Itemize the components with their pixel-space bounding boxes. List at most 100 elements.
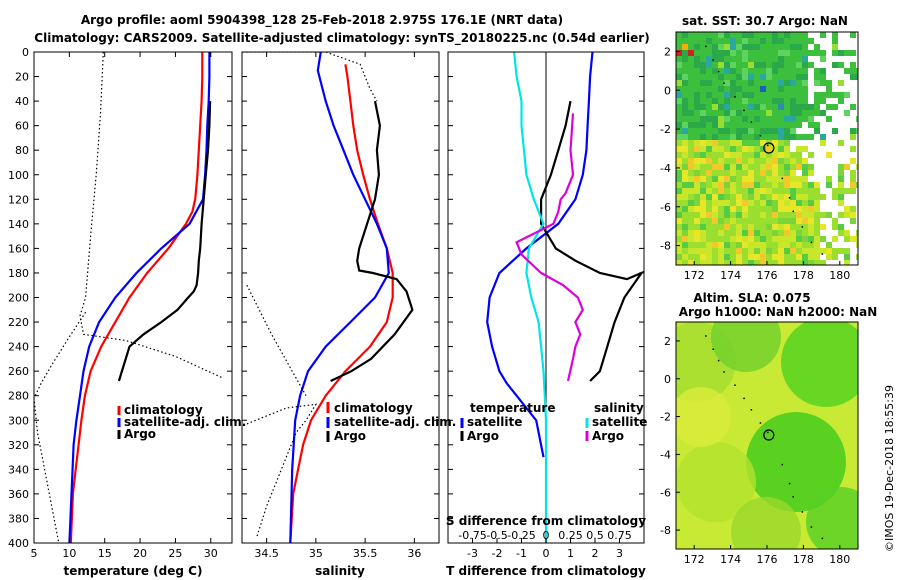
sst-cell [736,248,742,254]
sst-cell [754,200,760,206]
sst-cell [760,104,766,110]
sst-cell [838,98,844,104]
sst-cell [808,134,814,140]
sst-cell [718,200,724,206]
sst-cell [688,158,694,164]
sst-cell [688,104,694,110]
sst-cell [700,92,706,98]
sst-cell [712,110,718,116]
sst-cell [730,242,736,248]
sst-cell [778,224,784,230]
sst-cell [694,164,700,170]
sst-cell [760,260,766,265]
sst-cell [778,182,784,188]
sst-cell [760,140,766,146]
sst-cell [688,56,694,62]
sst-cell [694,104,700,110]
sla-map-cells [676,322,858,549]
sst-cell [730,56,736,62]
y-tick-label: 80 [15,144,29,157]
sst-cell [682,80,688,86]
sst-cell [802,218,808,224]
sst-cell [814,188,820,194]
sst-cell [844,236,850,242]
sst-cell [778,206,784,212]
sst-cell [754,182,760,188]
sst-cell [808,212,814,218]
sla-blob [746,412,846,512]
sst-cell [754,206,760,212]
sst-cell [784,218,790,224]
series-line-temperature-1 [68,52,211,543]
sst-cell [706,206,712,212]
sst-cell [760,200,766,206]
sst-cell [802,74,808,80]
temperature-axes-box [33,51,233,544]
sst-cell [796,134,802,140]
x-tick-label-T: -1 [516,547,527,560]
x-tick-label-S: -0.25 [507,529,535,542]
sst-cell [700,200,706,206]
map-x-tick-label: 176 [757,553,778,566]
sst-cell [736,74,742,80]
sst-cell [700,128,706,134]
sst-cell [742,224,748,230]
sst-cell [790,212,796,218]
sst-cell [748,104,754,110]
legend-label-argo: Argo [334,429,366,443]
sst-cell [790,44,796,50]
sst-cell [676,116,682,122]
sst-cell [754,98,760,104]
sst-cell [850,176,856,182]
sst-cell [784,74,790,80]
sst-cell [694,140,700,146]
sst-cell [766,230,772,236]
sst-cell [802,44,808,50]
sst-cell [676,212,682,218]
sst-cell [760,68,766,74]
sst-cell [856,68,858,74]
sst-cell [802,50,808,56]
sst-cell [724,164,730,170]
sst-cell [724,176,730,182]
sst-cell [682,134,688,140]
sst-cell [736,254,742,260]
sst-cell [772,128,778,134]
sst-cell [754,62,760,68]
sst-cell [808,224,814,230]
sst-cell [766,86,772,92]
sst-cell [742,212,748,218]
sst-cell [850,134,856,140]
sst-cell [706,152,712,158]
sst-cell [784,80,790,86]
sst-cell [730,200,736,206]
sst-cell [700,152,706,158]
sst-cell [754,236,760,242]
sst-cell [802,146,808,152]
sst-cell [724,44,730,50]
map-x-tick-label: 178 [793,553,814,566]
sst-cell [676,62,682,68]
sst-cell [712,230,718,236]
sst-cell [742,182,748,188]
sst-cell [724,86,730,92]
sst-cell [784,110,790,116]
sst-cell [832,188,838,194]
sst-cell [754,158,760,164]
sst-cell [730,122,736,128]
sst-cell [730,50,736,56]
sst-cell [760,134,766,140]
sst-cell [676,122,682,128]
sst-cell [832,236,838,242]
sst-cell [706,182,712,188]
sst-cell [856,74,858,80]
sst-cell [700,62,706,68]
sst-cell [772,182,778,188]
sst-cell [772,80,778,86]
sst-cell [850,182,856,188]
sst-cell [730,182,736,188]
sst-cell [688,146,694,152]
sst-cell [802,224,808,230]
sst-cell [694,158,700,164]
sst-cell [838,140,844,146]
